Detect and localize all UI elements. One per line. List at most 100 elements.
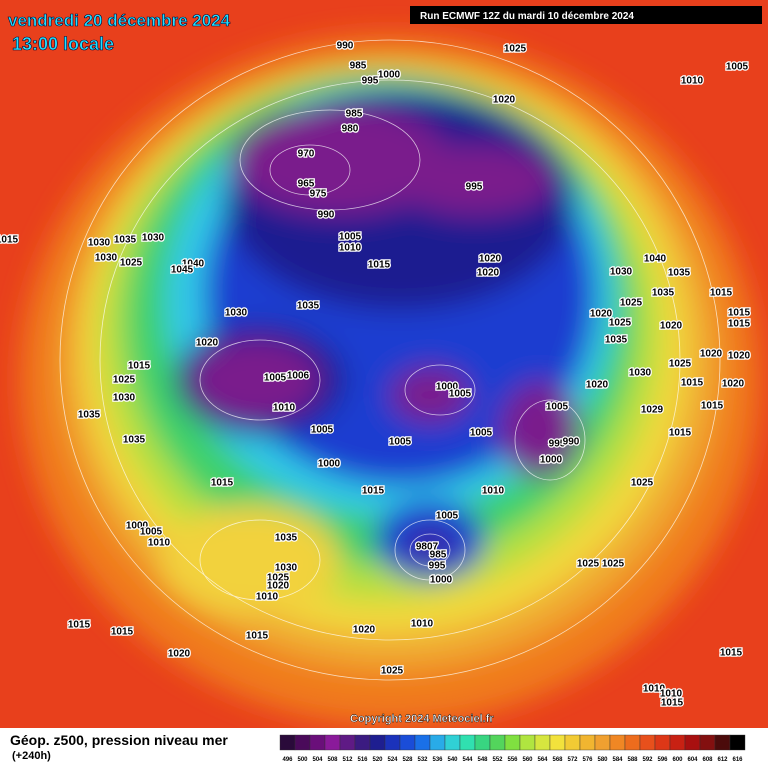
isobar-label: 1000	[436, 382, 459, 393]
isobar-label: 1025	[381, 666, 404, 677]
legend-swatch	[639, 734, 656, 751]
isobar-label: 1010	[482, 486, 505, 497]
legend-swatch	[684, 734, 701, 751]
isobar-label: 1015	[128, 361, 151, 372]
isobar-label: 1015	[701, 401, 724, 412]
legend-swatch	[519, 734, 536, 751]
legend-swatch	[714, 734, 731, 751]
isobar-label: 1005	[436, 511, 459, 522]
isobar-label: 1030	[610, 267, 633, 278]
legend-label: 556	[507, 757, 518, 763]
isobar-label: 990	[318, 210, 335, 221]
isobar-label: 9807	[416, 542, 439, 553]
legend-label: 612	[717, 757, 728, 763]
isobar-label: 1025	[267, 573, 290, 584]
legend-swatch	[459, 734, 476, 751]
legend-label: 588	[627, 757, 638, 763]
legend-swatch	[339, 734, 356, 751]
isobar-label: 1020	[353, 625, 376, 636]
isobar-label: 1025	[120, 258, 143, 269]
isobar-label: 965	[298, 179, 315, 190]
isobar-label: 1015	[246, 631, 269, 642]
isobar-label: 1045	[171, 265, 194, 276]
isobar-label: 990	[337, 41, 354, 52]
legend-label: 592	[642, 757, 653, 763]
isobar-label: 985	[346, 109, 363, 120]
isobar-label: 1025	[631, 478, 654, 489]
isobar-label: 1025	[504, 44, 527, 55]
isobar-label: 1005	[264, 373, 287, 384]
legend-swatch	[579, 734, 596, 751]
isobar-label: 995	[362, 76, 379, 87]
isobar-label: 1020	[700, 349, 723, 360]
isobar-label: 1005	[726, 62, 749, 73]
legend-label: 504	[312, 757, 323, 763]
legend-label: 524	[387, 757, 398, 763]
legend-label: 548	[477, 757, 488, 763]
isobar-label: 1020	[586, 380, 609, 391]
isobar-label: 1020	[728, 351, 751, 362]
time: 13:00 locale	[12, 34, 114, 54]
isobar-label: 1030	[225, 308, 248, 319]
isobar-label: 1000	[430, 575, 453, 586]
isobar-label: 1005	[311, 425, 334, 436]
isobar-label: 1035	[605, 335, 628, 346]
legend-swatch	[384, 734, 401, 751]
legend-label: 540	[447, 757, 458, 763]
isobar-label: 1020	[493, 95, 516, 106]
legend-swatch	[309, 734, 326, 751]
legend-swatch	[624, 734, 641, 751]
isobar-label: 1030	[113, 393, 136, 404]
legend-label: 520	[372, 757, 383, 763]
isobar-label: 1035	[275, 533, 298, 544]
isobar-label: 995	[549, 439, 566, 450]
isobar-label: 970	[298, 149, 315, 160]
legend-swatch	[654, 734, 671, 751]
isobar-label: 1010	[643, 684, 666, 695]
isobar-label: 1020	[660, 321, 683, 332]
legend-label: 600	[672, 757, 683, 763]
legend-swatch	[504, 734, 521, 751]
legend-label: 580	[597, 757, 608, 763]
legend-swatch	[324, 734, 341, 751]
legend-label: 604	[687, 757, 698, 763]
isobar-label: 1015	[710, 288, 733, 299]
isobar-label: 1025	[609, 318, 632, 329]
isobar-label: 1005	[389, 437, 412, 448]
legend-swatch	[564, 734, 581, 751]
isobars	[59, 39, 721, 681]
isobar-label: 1015	[728, 308, 751, 319]
legend-swatch	[594, 734, 611, 751]
isobar-label: 1030	[88, 238, 111, 249]
legend-swatch	[729, 734, 746, 751]
legend-label: 596	[657, 757, 668, 763]
isobar-label: 1030	[95, 253, 118, 264]
isobar-label: 1015	[661, 698, 684, 709]
isobar-label: 1005	[449, 389, 472, 400]
legend-label: 508	[327, 757, 338, 763]
isobar-label: 1020	[267, 581, 290, 592]
legend-label: 560	[522, 757, 533, 763]
isobar-label: 1015	[211, 478, 234, 489]
isobar-label: 1040	[182, 259, 205, 270]
legend-swatch	[534, 734, 551, 751]
isobar-label: 1000	[126, 521, 149, 532]
isobar-label: 1025	[577, 559, 600, 570]
isobar-label: 990	[563, 437, 580, 448]
legend-swatch	[474, 734, 491, 751]
isobar-label: 1010	[411, 619, 434, 630]
isobar-label: 1015	[720, 648, 743, 659]
legend-label: 536	[432, 757, 443, 763]
isobar-label: 1000	[378, 70, 401, 81]
legend-swatch	[294, 734, 311, 751]
legend-swatch	[429, 734, 446, 751]
isobar-label: 975	[310, 189, 327, 200]
isobar-label: 1020	[722, 379, 745, 390]
legend-swatch	[669, 734, 686, 751]
isobar-label: 1005	[339, 232, 362, 243]
isobar-label: 1025	[620, 298, 643, 309]
legend-swatch	[609, 734, 626, 751]
legend-label: 576	[582, 757, 593, 763]
